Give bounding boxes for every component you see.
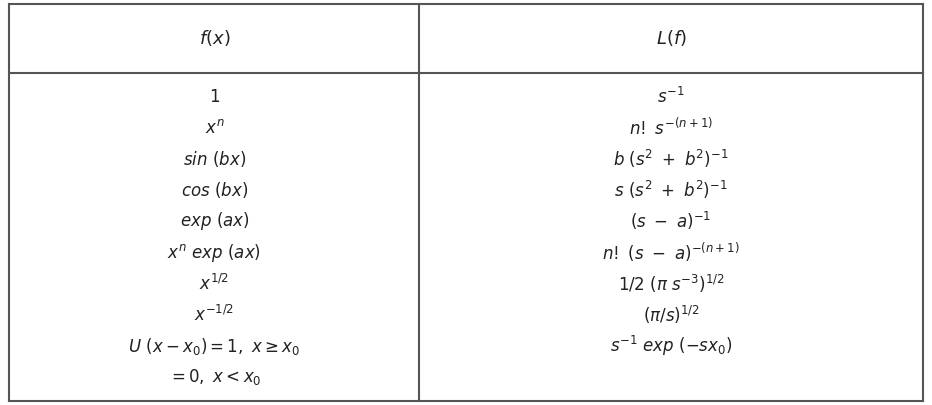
Text: $\it{exp\ (ax)}$: $\it{exp\ (ax)}$	[180, 210, 249, 232]
Text: $\it{s\ (s}^{2}\it{\ +\ b}^{2}\it{)}^{\it{-1}}$: $\it{s\ (s}^{2}\it{\ +\ b}^{2}\it{)}^{\i…	[614, 179, 728, 201]
Text: $\it{sin\ (bx)}$: $\it{sin\ (bx)}$	[183, 149, 246, 169]
Text: $\it{= 0,\ x < x_0}$: $\it{= 0,\ x < x_0}$	[168, 367, 261, 387]
Text: $\it{(\pi/s)}^{\it{1/2}}$: $\it{(\pi/s)}^{\it{1/2}}$	[643, 304, 699, 326]
Text: $\it{L(f)}$: $\it{L(f)}$	[655, 28, 687, 49]
Text: $\it{x}^{\it{-1/2}}$: $\it{x}^{\it{-1/2}}$	[195, 305, 234, 325]
Text: $\it{(s\ -\ a)}^{\it{-1}}$: $\it{(s\ -\ a)}^{\it{-1}}$	[630, 210, 712, 232]
Text: $\it{s}^{\it{-1}}\ \it{exp\ (-sx_0)}$: $\it{s}^{\it{-1}}\ \it{exp\ (-sx_0)}$	[610, 334, 733, 358]
Text: $\it{1}$: $\it{1}$	[209, 87, 220, 106]
Text: $\it{b\ (s}^{2}\it{\ +\ b}^{2}\it{)}^{\it{-1}}$: $\it{b\ (s}^{2}\it{\ +\ b}^{2}\it{)}^{\i…	[613, 148, 729, 170]
Text: $\it{x}^{\it{n}}\ \it{exp\ (ax)}$: $\it{x}^{\it{n}}\ \it{exp\ (ax)}$	[168, 241, 261, 264]
Text: $\it{n!\ s}^{\it{-(n+1)}}$: $\it{n!\ s}^{\it{-(n+1)}}$	[629, 117, 713, 139]
Text: $\it{s}^{\it{-1}}$: $\it{s}^{\it{-1}}$	[657, 87, 685, 107]
Text: $\it{x}^{\it{n}}$: $\it{x}^{\it{n}}$	[204, 119, 225, 137]
Text: $\it{f(x)}$: $\it{f(x)}$	[199, 28, 230, 49]
Text: $\it{x}^{\it{1/2}}$: $\it{x}^{\it{1/2}}$	[199, 274, 229, 294]
Text: $\it{U\ (x - x_0) = 1,\ x \geq x_0}$: $\it{U\ (x - x_0) = 1,\ x \geq x_0}$	[129, 336, 300, 356]
Text: $\it{cos\ (bx)}$: $\it{cos\ (bx)}$	[181, 180, 248, 200]
Text: $\it{n!\ (s\ -\ a)}^{\it{-(n+1)}}$: $\it{n!\ (s\ -\ a)}^{\it{-(n+1)}}$	[602, 241, 740, 264]
Text: $\it{1/2\ (\pi\ s}^{\it{-3}}\it{)}^{\it{1/2}}$: $\it{1/2\ (\pi\ s}^{\it{-3}}\it{)}^{\it{…	[618, 273, 724, 295]
